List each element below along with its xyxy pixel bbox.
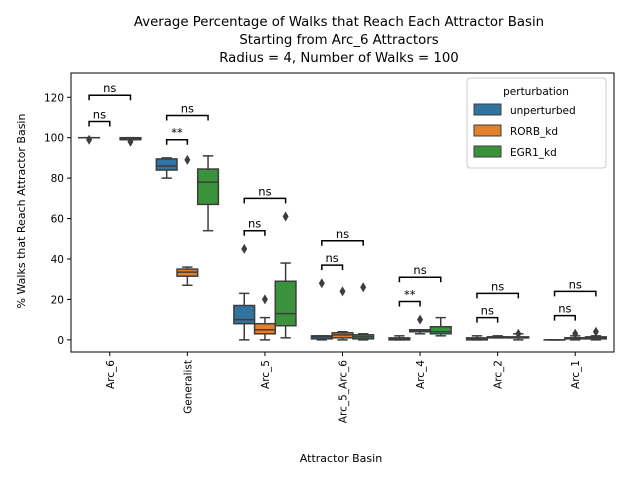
chart-title: Average Percentage of Walks that Reach E… [134, 15, 544, 66]
plot-area: 0 20 40 60 80 100 120 Arc_6 Generalist Arc_5 Arc_5… [44, 72, 615, 424]
title-line-1: Average Percentage of Walks that Reach E… [134, 15, 544, 30]
significance-bracket [476, 292, 520, 299]
significance-bracket [321, 240, 364, 246]
significance-label: ns [481, 304, 494, 318]
significance-bracket [476, 316, 499, 323]
x-tick-label: Arc_4 [415, 360, 427, 389]
legend-label: EGR1_kd [510, 147, 557, 159]
legend: perturbation unperturbed RORB_kd EGR1_kd [466, 77, 607, 169]
significance-bracket [88, 94, 132, 101]
significance-label: ns [569, 277, 582, 291]
x-tick-label: Generalist [182, 360, 194, 414]
outlier-point [184, 154, 191, 165]
significance-bracket [398, 276, 442, 283]
significance-bracket [165, 114, 209, 121]
x-tick-label: Arc_5_Arc_6 [338, 360, 350, 424]
outlier-point [417, 314, 424, 325]
y-tick-label: 40 [51, 254, 64, 266]
significance-label: ns [248, 217, 261, 231]
significance-bracket [243, 197, 287, 204]
outlier-point [86, 134, 93, 145]
title-line-3: Radius = 4, Number of Walks = 100 [219, 51, 459, 66]
significance-bracket [553, 314, 576, 321]
outlier-point [360, 282, 367, 293]
x-tick-label: Arc_2 [493, 360, 505, 389]
x-tick-label: Arc_5 [260, 360, 272, 389]
box-EGR1_kd [429, 325, 452, 335]
significance-label: ns [558, 302, 571, 316]
legend-frame [466, 77, 607, 169]
box-EGR1_kd [274, 280, 297, 327]
significance-label: ** [171, 126, 183, 140]
y-tick-label: 0 [57, 335, 64, 347]
legend-label: unperturbed [510, 105, 576, 117]
significance-label: ns [413, 263, 426, 277]
x-tick-label: Arc_1 [570, 360, 582, 389]
y-tick-label: 20 [51, 294, 64, 306]
axes-frame [70, 72, 615, 353]
x-axis-label: Attractor Basin [300, 452, 382, 465]
y-tick-label: 60 [51, 214, 64, 226]
box-EGR1_kd [196, 168, 220, 206]
y-tick-label: 100 [44, 133, 64, 145]
significance-bracket [88, 120, 111, 127]
outlier-point [572, 328, 579, 339]
box-RORB_kd [253, 322, 277, 335]
legend-title: perturbation [503, 86, 569, 98]
y-tick-label: 120 [44, 92, 64, 104]
significance-label: ns [326, 251, 339, 265]
outlier-point [261, 294, 268, 305]
outlier-point [515, 328, 522, 339]
significance-label: ** [404, 287, 416, 301]
legend-swatch [473, 124, 502, 137]
x-tick-label: Arc_6 [105, 360, 117, 389]
significance-label: ns [181, 101, 194, 115]
outlier-point [282, 211, 289, 222]
significance-bracket [553, 290, 597, 297]
legend-swatch [473, 103, 502, 116]
box-unperturbed [155, 158, 178, 171]
significance-label: ns [491, 279, 504, 293]
significance-bracket [321, 264, 344, 271]
significance-label: ns [336, 227, 349, 241]
outlier-point [339, 286, 346, 297]
outlier-point [592, 326, 599, 337]
significance-label: ns [93, 108, 106, 122]
outlier-point [318, 278, 325, 289]
y-tick-label: 80 [51, 173, 64, 185]
outlier-point [241, 243, 248, 254]
legend-label: RORB_kd [510, 126, 558, 138]
significance-bracket [165, 138, 189, 145]
outlier-point [127, 136, 134, 147]
legend-swatch [473, 145, 502, 158]
significance-label: ns [103, 81, 116, 95]
title-line-2: Starting from Arc_6 Attractors [239, 33, 438, 48]
y-axis-label: % Walks that Reach Attractor Basin [15, 114, 28, 309]
significance-bracket [398, 300, 421, 307]
significance-bracket [243, 229, 266, 236]
box-unperturbed [233, 304, 256, 325]
significance-label: ns [258, 184, 271, 198]
